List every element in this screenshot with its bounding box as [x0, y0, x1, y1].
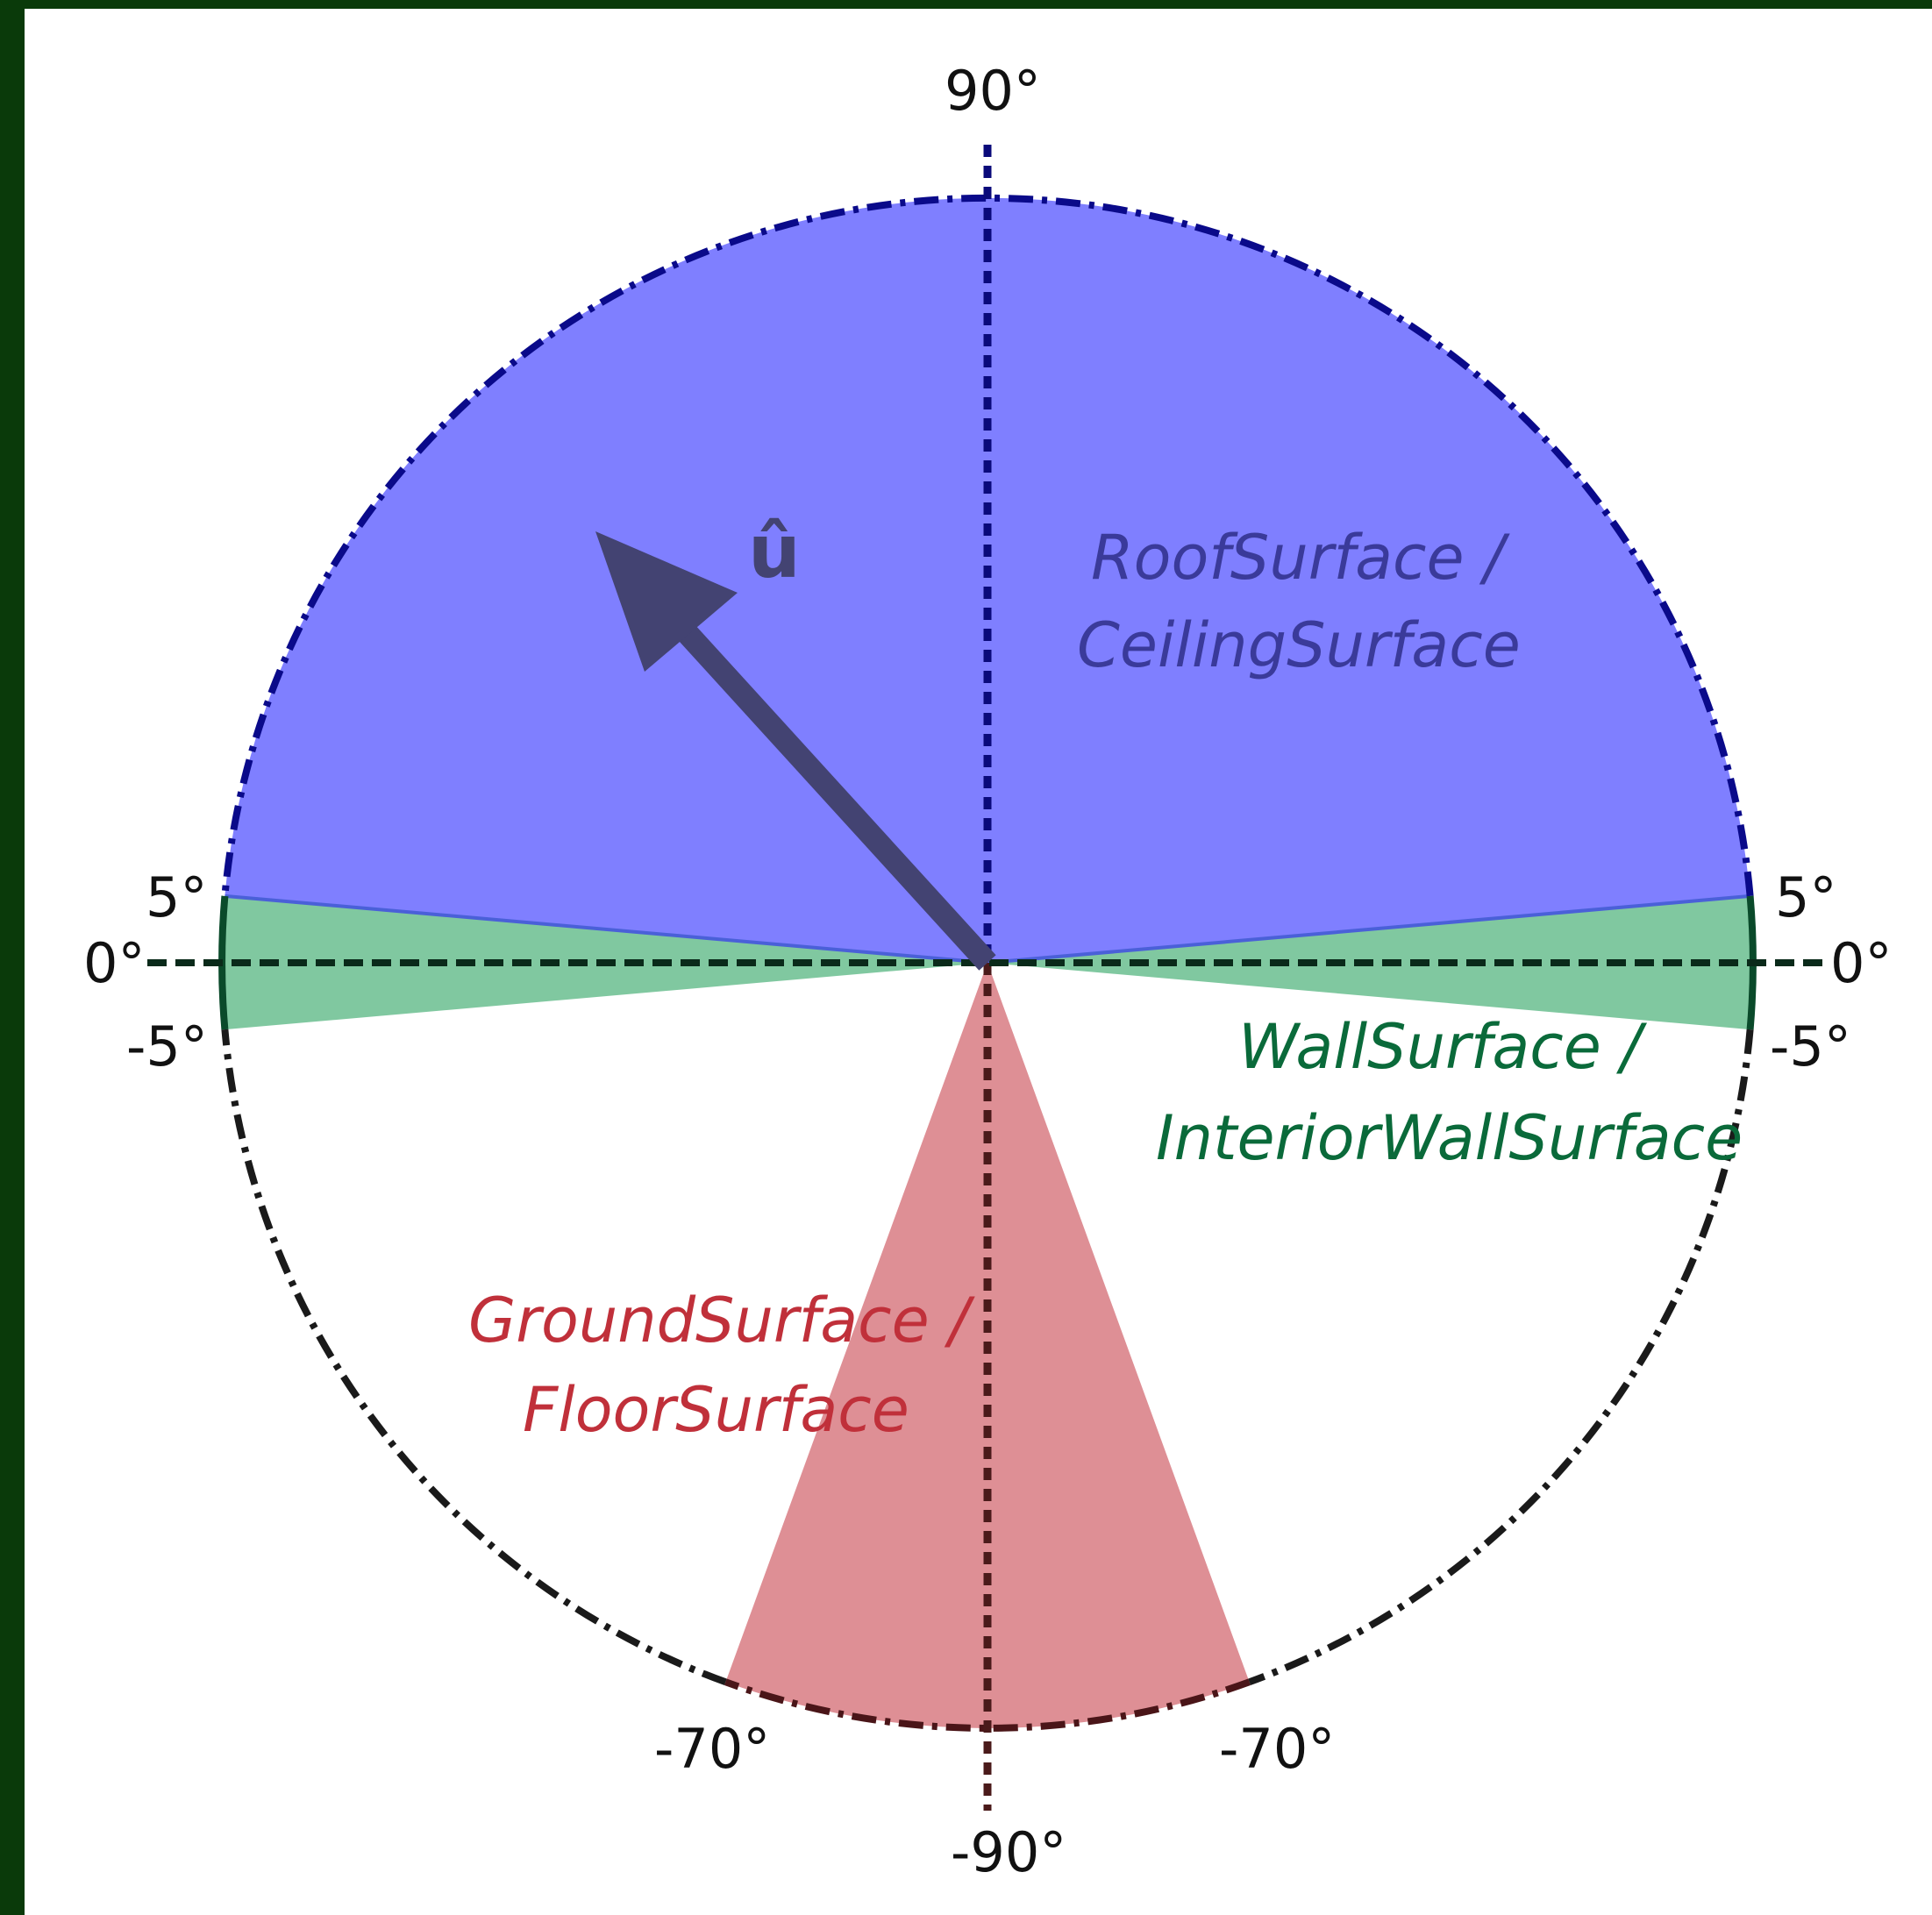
wall-label-line2: InteriorWallSurface — [1156, 1102, 1743, 1174]
roof-boundary-right — [987, 893, 1750, 965]
label-minus-90: -90° — [951, 1820, 1066, 1884]
ground-label-line1: GroundSurface / — [468, 1285, 975, 1356]
wall-label-line1: WallSurface / — [1238, 1011, 1647, 1083]
circle-arc-roof — [221, 194, 1754, 897]
ground-label-line2: FloorSurface — [523, 1374, 909, 1446]
circle-arc-lower-left — [221, 1029, 727, 1686]
label-minus-5-right: -5° — [1770, 1014, 1851, 1079]
roof-boundary-left — [225, 893, 988, 965]
circle-arc-ground — [724, 1678, 1251, 1732]
roof-sector — [225, 197, 1750, 964]
label-0-right: 0° — [1830, 931, 1892, 995]
label-5-right: 5° — [1775, 865, 1836, 929]
label-minus-70-right: -70° — [1219, 1717, 1335, 1781]
label-90: 90° — [945, 59, 1041, 123]
diagram-canvas: û 90° -90° 0° 0° 5° 5° -5° -5° -70° -70°… — [25, 9, 1932, 1915]
vector-label: û — [748, 509, 801, 594]
label-minus-5-left: -5° — [126, 1014, 208, 1079]
label-0-left: 0° — [83, 931, 145, 995]
label-5-left: 5° — [146, 865, 207, 929]
roof-label-line1: RoofSurface / — [1091, 522, 1510, 594]
angle-diagram: û 90° -90° 0° 0° 5° 5° -5° -5° -70° -70°… — [83, 59, 1892, 1884]
label-minus-70-left: -70° — [654, 1717, 770, 1781]
normal-vector — [595, 531, 996, 971]
roof-label-line2: CeilingSurface — [1077, 609, 1521, 681]
circle-arc-lower-right — [1248, 1029, 1754, 1686]
